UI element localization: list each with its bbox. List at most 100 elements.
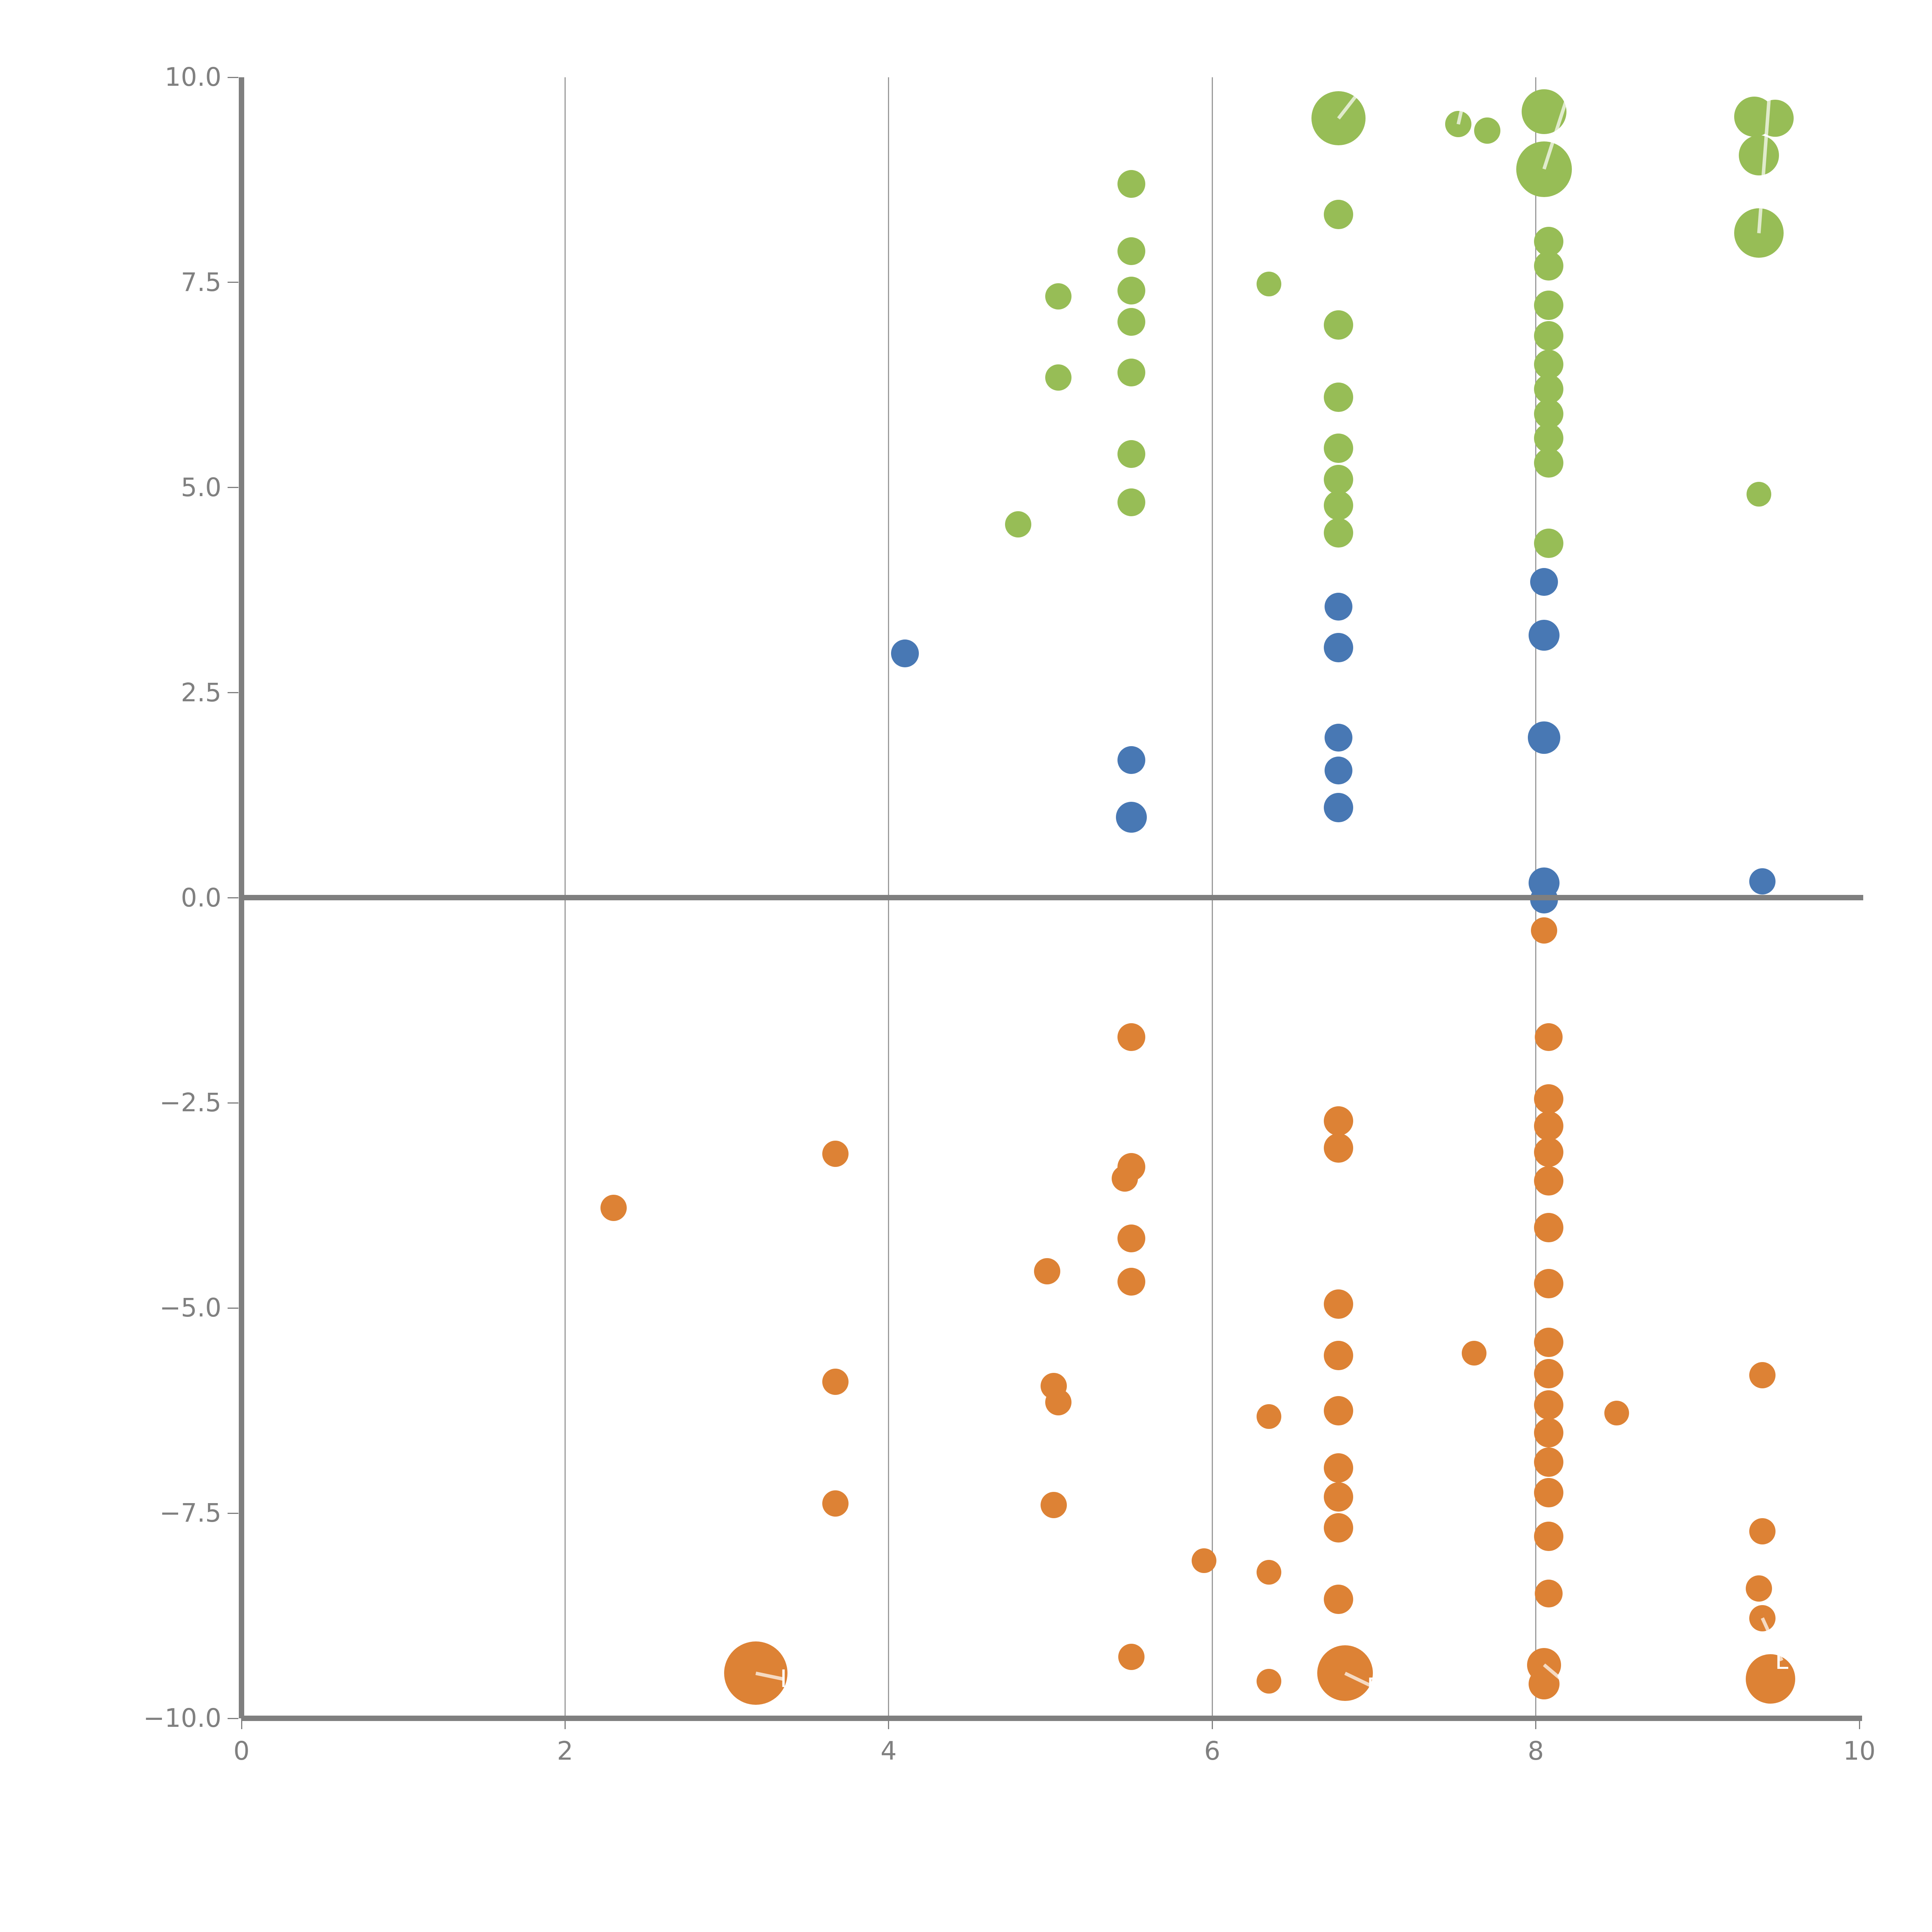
data-point-orange xyxy=(1534,1478,1564,1508)
data-point-orange xyxy=(1256,1404,1281,1429)
gridline-vertical-x6 xyxy=(1211,77,1213,1728)
zero-reference-line xyxy=(242,895,1863,900)
data-point-orange xyxy=(724,1641,788,1705)
annotation-label: E xyxy=(1564,77,1579,98)
plot-data-area: 0 A E GB P A I L xyxy=(0,77,1932,1718)
data-point-green xyxy=(1117,170,1145,198)
data-point-orange xyxy=(1040,1492,1067,1518)
data-point-green xyxy=(1117,277,1145,305)
data-point-orange xyxy=(1749,1518,1776,1544)
data-point-orange xyxy=(1535,1580,1563,1608)
data-point-orange xyxy=(1534,1137,1564,1167)
data-point-green xyxy=(1323,383,1353,412)
data-point-green xyxy=(1534,374,1564,404)
data-point-orange xyxy=(1749,1362,1776,1389)
data-point-orange xyxy=(1534,1328,1564,1357)
data-point-green xyxy=(1323,310,1353,340)
data-point-blue xyxy=(1527,721,1560,754)
data-point-orange xyxy=(1462,1341,1487,1366)
gridline-vertical-x2 xyxy=(564,77,566,1728)
data-point-blue xyxy=(1117,746,1145,774)
data-point-orange xyxy=(1323,1341,1353,1371)
x-tick-label-3: 6 xyxy=(1204,1736,1221,1766)
x-tick-mark-4 xyxy=(1535,1718,1537,1729)
data-point-green xyxy=(1323,518,1353,548)
data-point-green xyxy=(1534,226,1564,256)
data-point-green xyxy=(1474,117,1500,144)
y-tick-label-3: 2.5 xyxy=(181,677,221,707)
annotation-label: A xyxy=(1560,1671,1577,1700)
data-point-green xyxy=(1005,511,1031,538)
gridline-vertical-x4 xyxy=(888,77,889,1728)
y-axis-spine xyxy=(239,77,244,1718)
data-point-orange xyxy=(1745,1654,1795,1704)
data-point-green xyxy=(1117,488,1145,516)
y-tick-label-7: −7.5 xyxy=(159,1498,221,1528)
data-point-green xyxy=(1117,440,1145,468)
data-point-orange xyxy=(1604,1401,1629,1426)
y-tick-label-2: 5.0 xyxy=(181,472,221,502)
data-point-blue xyxy=(1324,724,1352,752)
y-tick-label-0: 10.0 xyxy=(165,62,221,92)
y-tick-mark-3 xyxy=(228,692,238,694)
data-point-green xyxy=(1739,135,1779,175)
data-point-orange xyxy=(822,1141,849,1167)
data-point-green xyxy=(1117,359,1145,387)
x-tick-label-4: 8 xyxy=(1527,1736,1544,1766)
data-point-orange xyxy=(1323,1513,1353,1543)
data-point-blue xyxy=(1323,793,1353,822)
data-point-green xyxy=(1734,208,1784,258)
x-tick-mark-5 xyxy=(1859,1718,1860,1729)
annotation-label: A xyxy=(1459,77,1476,95)
x-tick-label-1: 2 xyxy=(557,1736,573,1766)
data-point-orange xyxy=(1192,1548,1217,1573)
data-point-orange xyxy=(1117,1224,1145,1252)
data-point-orange xyxy=(1323,1106,1353,1136)
data-point-orange xyxy=(822,1490,849,1517)
y-tick-mark-5 xyxy=(228,1102,238,1104)
data-point-green xyxy=(1534,399,1564,429)
data-point-orange xyxy=(1323,1453,1353,1483)
x-tick-label-5: 10 xyxy=(1843,1736,1876,1766)
data-point-orange xyxy=(1534,1111,1564,1141)
data-point-orange xyxy=(1256,1669,1281,1694)
data-point-orange xyxy=(1034,1258,1061,1284)
y-tick-mark-1 xyxy=(228,282,238,283)
data-point-blue xyxy=(1324,592,1352,621)
data-point-orange xyxy=(1534,1447,1564,1477)
data-point-green xyxy=(1256,272,1281,297)
data-point-green xyxy=(1117,237,1145,265)
data-point-blue xyxy=(1530,568,1558,596)
data-point-orange xyxy=(1528,1668,1560,1699)
data-point-orange xyxy=(1112,1165,1138,1192)
y-tick-mark-7 xyxy=(228,1512,238,1514)
annotation-label: 0 xyxy=(1358,77,1374,97)
y-tick-label-6: −5.0 xyxy=(159,1293,221,1323)
data-point-green xyxy=(1534,423,1564,453)
data-point-orange xyxy=(1256,1560,1281,1585)
x-tick-mark-1 xyxy=(564,1718,566,1729)
data-point-blue xyxy=(1116,802,1147,833)
y-tick-mark-8 xyxy=(228,1718,238,1719)
data-point-green xyxy=(1757,100,1794,137)
data-point-blue xyxy=(1324,757,1352,785)
data-point-orange xyxy=(1117,1268,1145,1296)
data-point-green xyxy=(1534,251,1564,281)
data-point-orange xyxy=(1323,1289,1353,1319)
data-point-green xyxy=(1323,433,1353,463)
data-point-orange xyxy=(822,1369,849,1395)
data-point-green xyxy=(1045,364,1072,391)
y-tick-mark-2 xyxy=(228,487,238,488)
data-point-green xyxy=(1534,291,1564,320)
data-point-orange xyxy=(1534,1359,1564,1389)
data-point-green xyxy=(1516,141,1572,197)
data-point-blue xyxy=(891,639,919,667)
data-point-green xyxy=(1534,529,1564,558)
y-tick-mark-4 xyxy=(228,897,238,898)
data-point-orange xyxy=(1317,1645,1373,1701)
data-point-green xyxy=(1747,481,1772,507)
data-point-green xyxy=(1117,308,1145,336)
data-point-green xyxy=(1323,491,1353,520)
